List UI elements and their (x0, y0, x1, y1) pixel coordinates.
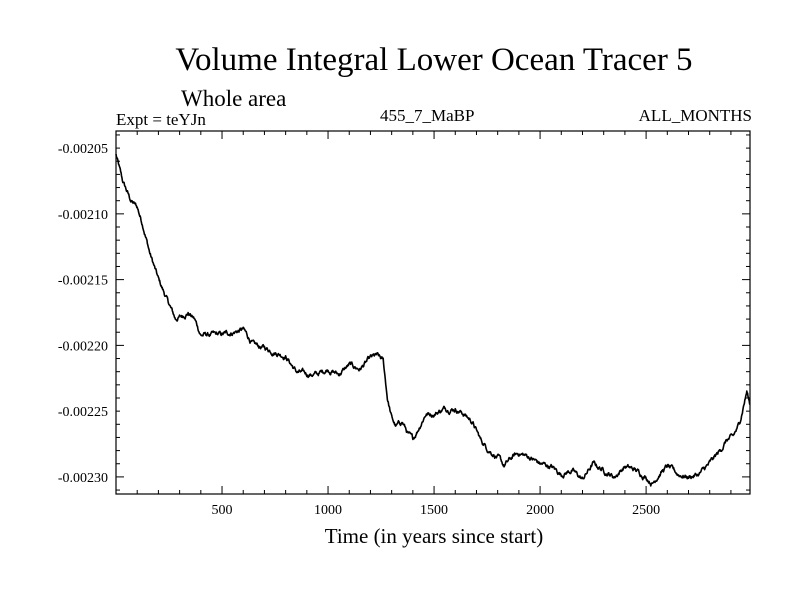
plot-frame (115, 130, 751, 495)
experiment-label: Expt = teYJn (116, 110, 206, 129)
x-tick-label: 1000 (314, 503, 342, 518)
chart-subtitle: Whole area (181, 86, 287, 111)
y-tick-label: -0.00225 (58, 405, 108, 420)
chart-title: Volume Integral Lower Ocean Tracer 5 (175, 42, 693, 78)
months-label: ALL_MONTHS (638, 106, 752, 125)
y-tick-label: -0.00215 (58, 274, 108, 289)
x-axis-label: Time (in years since start) (324, 524, 544, 548)
run-label: 455_7_MaBP (380, 106, 475, 125)
y-tick-label: -0.00210 (58, 208, 108, 223)
x-tick-label: 1500 (420, 503, 448, 518)
y-tick-label: -0.00230 (58, 471, 108, 486)
x-tick-label: 2500 (632, 503, 660, 518)
x-tick-label: 500 (212, 503, 233, 518)
y-tick-label: -0.00220 (58, 339, 108, 354)
series-line (115, 154, 751, 487)
y-tick-label: -0.00205 (58, 142, 108, 157)
x-tick-label: 2000 (526, 503, 554, 518)
